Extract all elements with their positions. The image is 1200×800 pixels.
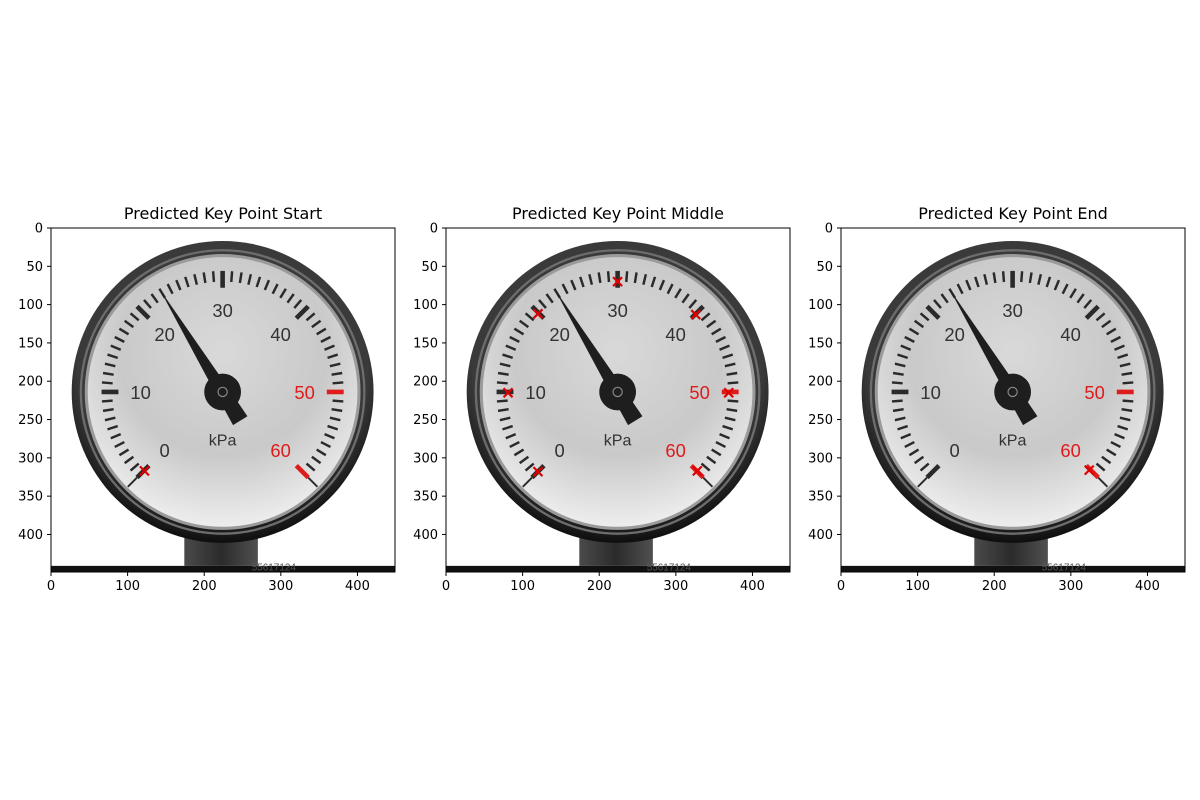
y-tick-label: 0 [35,222,43,237]
y-tick-label: 100 [18,298,43,313]
x-tick-label: 200 [982,579,1007,594]
y-tick-label: 200 [413,375,438,390]
y-tick-label: 300 [808,451,833,466]
y-tick-label: 200 [808,375,833,390]
key-point-marker [690,309,702,320]
y-tick-label: 300 [413,451,438,466]
y-tick-label: 400 [808,528,833,543]
gauge-image [51,228,395,573]
y-tick-label: 100 [808,298,833,313]
x-tick-label: 200 [192,579,217,594]
x-tick-label: 200 [587,579,612,594]
y-tick-label: 0 [430,222,438,237]
y-tick-label: 250 [18,413,43,428]
key-point-marker [612,276,623,287]
y-tick-label: 350 [18,490,43,505]
axes-frame [50,227,396,573]
y-tick-label: 400 [413,528,438,543]
axes-frame [445,227,791,573]
key-point-marker [692,465,703,477]
panel-1: Predicted Key Point Start 0 100 200 300 400 0 5… [18,204,396,594]
y-tick-label: 350 [413,490,438,505]
y-tick-label: 200 [18,375,43,390]
key-point-marker [502,387,514,398]
key-point-marker [139,465,150,477]
key-point-marker [532,308,544,320]
x-tick-label: 100 [115,579,140,594]
panel-title: Predicted Key Point Middle [512,204,724,223]
x-tick-label: 100 [510,579,535,594]
x-tick-label: 0 [47,579,55,594]
y-tick-label: 250 [413,413,438,428]
y-tick-label: 400 [18,528,43,543]
gauge-image [841,228,1185,573]
panel-title: Predicted Key Point Start [124,204,322,223]
axes-frame [840,227,1186,573]
x-tick-label: 0 [837,579,845,594]
y-tick-label: 0 [825,222,833,237]
y-tick-label: 350 [808,490,833,505]
y-tick-label: 150 [808,336,833,351]
x-tick-label: 100 [905,579,930,594]
x-tick-label: 300 [1058,579,1083,594]
x-tick-label: 400 [1135,579,1160,594]
y-tick-label: 100 [413,298,438,313]
y-tick-label: 150 [18,336,43,351]
panel-2: Predicted Key Point Middle 0 100 200 300 400 0… [413,204,791,594]
x-tick-label: 300 [663,579,688,594]
panel-3: Predicted Key Point End 0 100 200 300 400 0 50 1… [808,204,1186,594]
y-tick-label: 300 [18,451,43,466]
x-tick-label: 300 [268,579,293,594]
x-tick-label: 400 [740,579,765,594]
key-point-marker [723,387,734,398]
y-tick-label: 150 [413,336,438,351]
y-tick-label: 250 [808,413,833,428]
y-tick-label: 50 [421,260,438,275]
x-tick-label: 0 [442,579,450,594]
y-tick-label: 50 [816,260,833,275]
y-tick-label: 50 [26,260,43,275]
key-point-marker [1083,464,1095,476]
panel-title: Predicted Key Point End [918,204,1108,223]
key-point-marker [532,466,544,477]
x-tick-label: 400 [345,579,370,594]
